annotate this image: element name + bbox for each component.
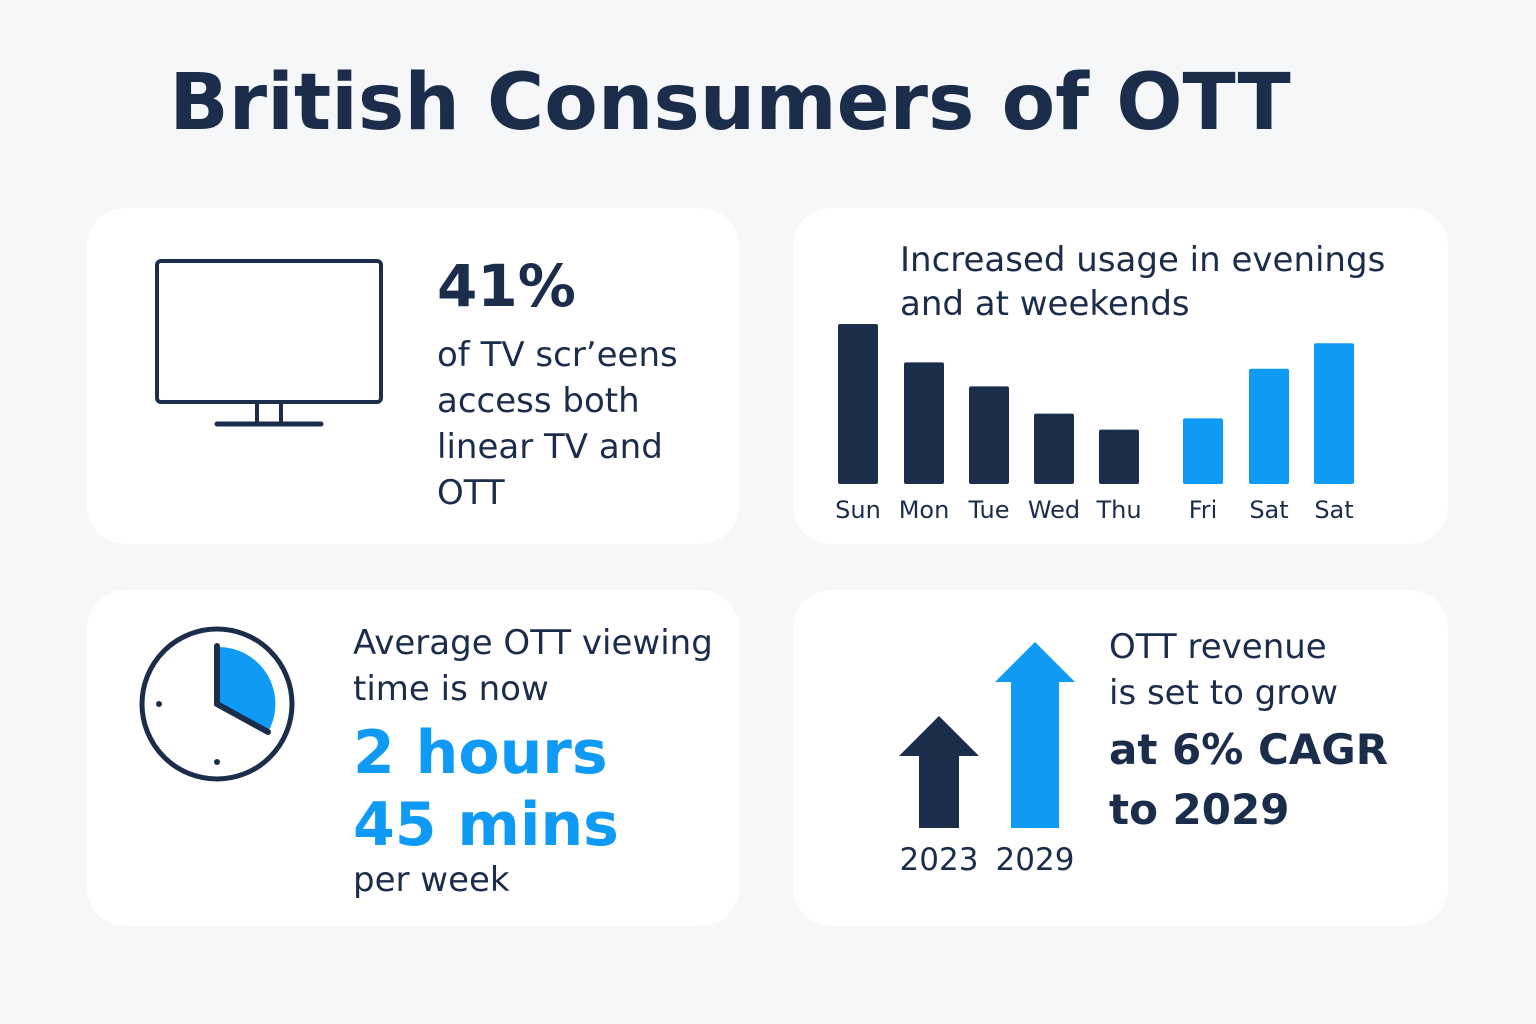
revenue-line: OTT revenue <box>1109 627 1327 667</box>
usage-card: Increased usage in evenings and at weeke… <box>793 208 1448 544</box>
year-end-label: 2029 <box>996 842 1075 878</box>
tv-text-line: OTT <box>437 473 505 513</box>
tv-text-line: of TV scr’eens <box>437 335 678 375</box>
chart-title: Increased usage in evenings and at weeke… <box>900 238 1420 326</box>
x-tick-label: Tue <box>968 496 1010 524</box>
bar-mon-1 <box>904 362 944 484</box>
tv-text-line: access both <box>437 381 640 421</box>
arrow-2029-icon <box>995 642 1075 828</box>
bar-sun-0 <box>838 324 878 484</box>
viewing-time-line: Average OTT viewing <box>353 623 713 663</box>
arrow-2023-icon <box>899 716 979 828</box>
bar-tue-2 <box>969 386 1009 484</box>
viewing-time-line: time is now <box>353 669 549 709</box>
x-tick-label: Thu <box>1095 496 1141 524</box>
page-title: British Consumers of OTT <box>169 58 1291 148</box>
x-tick-label: Fri <box>1189 496 1218 524</box>
x-tick-label: Sat <box>1249 496 1288 524</box>
tv-icon <box>155 259 383 427</box>
tv-text-line: linear TV and <box>437 427 663 467</box>
viewing-time-mins: 45 mins <box>353 790 619 860</box>
year-start-label: 2023 <box>900 842 979 878</box>
clock-icon <box>139 626 295 782</box>
chart-title-line: and at weekends <box>900 284 1190 324</box>
bar-sat-6 <box>1249 368 1289 484</box>
x-tick-label: Sat <box>1314 496 1353 524</box>
x-tick-label: Mon <box>899 496 950 524</box>
bar-wed-3 <box>1034 413 1074 484</box>
x-tick-label: Wed <box>1028 496 1080 524</box>
usage-bar-chart: Sun Mon Tue Wed Thu Fri Sat Sat <box>835 324 1354 524</box>
bar-sat-7 <box>1314 343 1354 484</box>
revenue-line: is set to grow <box>1109 673 1339 713</box>
viewing-time-card: Average OTT viewing time is now 2 hours … <box>87 590 739 926</box>
x-tick-label: Sun <box>835 496 881 524</box>
revenue-intro: OTT revenue is set to grow <box>1109 624 1429 716</box>
viewing-time-period: per week <box>353 860 510 900</box>
revenue-growth-line: to 2029 <box>1109 785 1290 834</box>
viewing-time-intro: Average OTT viewing time is now <box>353 620 733 712</box>
tv-stat-description: of TV scr’eens access both linear TV and… <box>437 332 727 516</box>
tv-screens-card: 41% of TV scr’eens access both linear TV… <box>87 208 739 544</box>
growth-arrows-icon: 2023 2029 <box>899 642 1075 878</box>
tv-stat-value: 41% <box>437 252 576 320</box>
revenue-growth-line: at 6% CAGR <box>1109 725 1389 774</box>
revenue-card: 2023 2029 OTT revenue is set to grow at … <box>793 590 1448 926</box>
revenue-growth: at 6% CAGR to 2029 <box>1109 720 1439 840</box>
chart-title-line: Increased usage in evenings <box>900 240 1386 280</box>
bar-thu-4 <box>1099 429 1139 484</box>
bar-fri-5 <box>1183 418 1223 484</box>
viewing-time-hours: 2 hours <box>353 718 608 788</box>
